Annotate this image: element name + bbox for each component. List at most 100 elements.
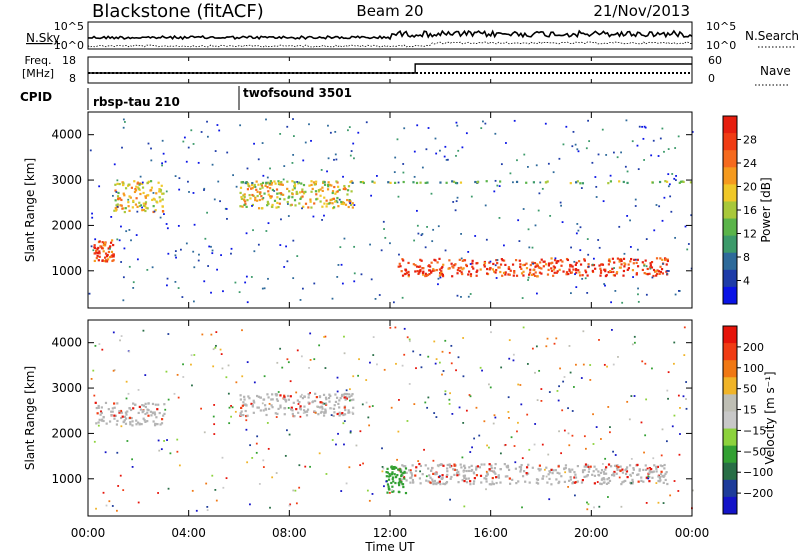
scatter-cell (637, 287, 639, 290)
scatter-cell (303, 395, 306, 398)
scatter-cell (147, 402, 150, 405)
scatter-cell (450, 262, 453, 265)
scatter-cell (465, 264, 469, 268)
scatter-cell (109, 245, 112, 248)
scatter-cell (246, 461, 249, 464)
scatter-cell (280, 180, 283, 184)
scatter-cell (661, 258, 664, 261)
scatter-cell (262, 466, 265, 468)
scatter-cell (343, 335, 345, 338)
colorbar-segment (723, 360, 737, 378)
scatter-cell (488, 463, 491, 466)
scatter-cell (325, 205, 328, 208)
scatter-cell (575, 232, 578, 235)
scatter-cell (286, 429, 288, 432)
scatter-cell (375, 175, 378, 177)
scatter-cell (116, 451, 119, 454)
scatter-cell (497, 476, 501, 479)
scatter-cell (387, 475, 391, 478)
scatter-cell (533, 274, 537, 277)
scatter-cell (436, 261, 439, 264)
scatter-cell (494, 416, 497, 419)
freq-panel: Freq. [MHz] 18 8 Nave 60 0 (22, 54, 791, 86)
scatter-cell (139, 175, 142, 178)
scatter-cell (428, 269, 432, 272)
scatter-cell (437, 225, 440, 228)
scatter-cell (277, 180, 280, 183)
scatter-cell (569, 265, 572, 268)
scatter-cell (240, 196, 243, 199)
scatter-cell (476, 181, 479, 184)
scatter-cell (97, 259, 100, 262)
scatter-cell (246, 414, 249, 417)
scatter-cell (551, 261, 554, 264)
scatter-cell (427, 480, 430, 483)
scatter-cell (452, 468, 455, 471)
scatter-cell (323, 214, 325, 217)
scatter-cell (101, 348, 104, 351)
scatter-cell (332, 206, 336, 209)
scatter-cell (444, 145, 447, 148)
scatter-cell (190, 363, 192, 366)
scatter-cell (618, 180, 621, 183)
scatter-cell (661, 272, 664, 275)
scatter-cell (490, 464, 493, 467)
scatter-cell (114, 209, 118, 212)
scatter-cell (220, 353, 223, 355)
scatter-cell (546, 481, 549, 484)
scatter-cell (659, 257, 662, 260)
scatter-cell (128, 229, 131, 231)
scatter-cell (138, 183, 141, 186)
scatter-cell (637, 480, 640, 483)
scatter-cell (534, 371, 536, 374)
scatter-cell (517, 219, 520, 222)
scatter-cell (581, 274, 584, 277)
scatter-cell (476, 269, 479, 272)
scatter-cell (323, 402, 326, 405)
scatter-cell (114, 199, 117, 202)
scatter-cell (307, 393, 311, 396)
scatter-cell (440, 271, 443, 274)
scatter-cell (436, 481, 439, 485)
scatter-cell (366, 489, 369, 492)
scatter-cell (312, 215, 315, 218)
scatter-cell (100, 406, 103, 409)
scatter-cell (152, 192, 155, 194)
scatter-cell (365, 379, 368, 381)
scatter-cell (630, 482, 633, 484)
scatter-cell (657, 501, 660, 504)
scatter-cell (94, 246, 97, 250)
scatter-cell (261, 402, 264, 405)
scatter-cell (402, 472, 405, 475)
scatter-cell (292, 153, 295, 156)
scatter-cell (613, 274, 617, 277)
scatter-cell (499, 452, 502, 455)
scatter-cell (388, 491, 391, 494)
scatter-cell (520, 272, 524, 275)
scatter-cell (424, 246, 427, 249)
scatter-cell (334, 400, 338, 404)
scatter-cell (518, 259, 521, 262)
scatter-cell (538, 192, 541, 195)
scatter-cell (569, 182, 572, 185)
scatter-cell (123, 419, 126, 422)
scatter-cell (594, 267, 597, 270)
scatter-cell (659, 137, 662, 140)
scatter-cell (391, 476, 395, 479)
colorbar-tick-label: 4 (743, 275, 750, 288)
scatter-cell (521, 457, 524, 460)
scatter-cell (616, 468, 619, 471)
scatter-cell (112, 253, 115, 256)
scatter-cell (141, 206, 143, 209)
scatter-cell (470, 469, 473, 473)
scatter-cell (613, 464, 617, 467)
scatter-cell (448, 398, 451, 401)
scatter-cell (534, 271, 537, 274)
scatter-cell (411, 464, 414, 467)
scatter-cell (347, 205, 350, 209)
scatter-cell (93, 440, 96, 443)
scatter-cell (150, 186, 154, 189)
scatter-cell (125, 230, 128, 233)
scatter-cell (507, 468, 511, 472)
scatter-cell (118, 182, 121, 186)
